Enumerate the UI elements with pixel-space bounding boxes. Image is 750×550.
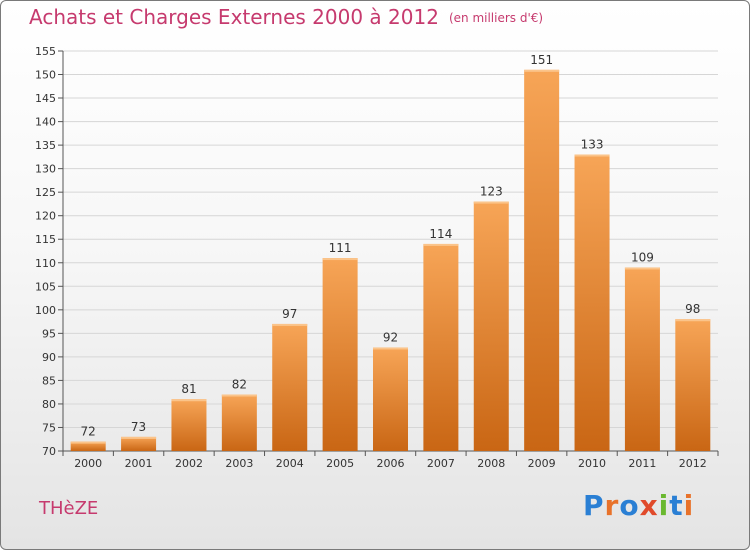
logo-letter: r (604, 489, 620, 522)
data-label: 98 (685, 302, 700, 316)
y-tick-label: 70 (42, 445, 56, 458)
logo-letter: i (683, 489, 695, 522)
data-label: 72 (81, 425, 96, 439)
bar-2003 (221, 394, 257, 451)
logo-letter: P (583, 489, 605, 522)
bar-cap (624, 267, 660, 270)
data-label: 92 (383, 330, 398, 344)
y-tick-label: 90 (42, 351, 56, 364)
data-label: 97 (282, 307, 297, 321)
bars: 72 73 81 82 97 111 92 114 123 151 133 109 98 (70, 53, 711, 451)
commune-name: THèZE (39, 498, 99, 519)
x-tick-label: 2005 (326, 457, 354, 470)
x-tick-label: 2003 (225, 457, 253, 470)
bar-2009 (524, 69, 560, 451)
data-label: 114 (429, 227, 452, 241)
data-label: 151 (530, 53, 553, 67)
bar-cap (171, 399, 207, 402)
logo-letter: o (619, 489, 640, 522)
bar-cap (221, 394, 257, 397)
chart-title: Achats et Charges Externes 2000 à 2012 (e… (29, 5, 543, 29)
bar-2000 (70, 441, 106, 451)
y-tick-label: 75 (42, 421, 56, 434)
x-tick-label: 2012 (679, 457, 707, 470)
y-tick-label: 120 (35, 210, 56, 223)
logo-letter: i (658, 489, 670, 522)
x-tick-label: 2002 (175, 457, 203, 470)
data-label: 81 (181, 382, 196, 396)
title-unit: (en milliers d'€) (448, 11, 544, 25)
y-tick-label: 100 (35, 304, 56, 317)
bar-cap (121, 436, 157, 439)
bar-2001 (121, 436, 157, 451)
y-tick-label: 80 (42, 398, 56, 411)
data-label: 73 (131, 420, 146, 434)
bar-cap (574, 154, 610, 157)
x-tick-label: 2001 (125, 457, 153, 470)
bar-2002 (171, 399, 207, 451)
bar-2010 (574, 154, 610, 451)
bar-2005 (322, 258, 358, 451)
logo-letter: x (639, 489, 659, 522)
bar-2012 (675, 319, 711, 451)
bar-2008 (473, 201, 509, 451)
bar-cap (675, 319, 711, 322)
y-tick-label: 150 (35, 69, 56, 82)
x-tick-label: 2007 (427, 457, 455, 470)
x-tick-label: 2006 (377, 457, 405, 470)
x-tick-label: 2010 (578, 457, 606, 470)
data-label: 109 (631, 250, 654, 264)
y-tick-label: 140 (35, 116, 56, 129)
y-tick-label: 95 (42, 327, 56, 340)
data-label: 123 (480, 185, 503, 199)
bar-2006 (373, 347, 408, 451)
bar-cap (473, 201, 509, 204)
y-tick-label: 135 (35, 139, 56, 152)
x-tick-label: 2008 (477, 457, 505, 470)
bar-cap (272, 323, 308, 326)
bar-2011 (624, 267, 660, 451)
y-tick-label: 155 (35, 45, 56, 58)
bar-cap (70, 441, 106, 444)
y-tick-label: 130 (35, 163, 56, 176)
logo-letter: t (669, 489, 684, 522)
y-tick-label: 105 (35, 280, 56, 293)
bar-cap (373, 347, 408, 350)
bar-cap (322, 258, 358, 261)
data-label: 133 (581, 138, 604, 152)
y-tick-label: 125 (35, 186, 56, 199)
bar-cap (423, 243, 459, 246)
x-tick-label: 2004 (276, 457, 304, 470)
y-tick-label: 110 (35, 257, 56, 270)
bar-2004 (272, 323, 308, 451)
y-tick-label: 145 (35, 92, 56, 105)
x-tick-label: 2011 (628, 457, 656, 470)
x-tick-label: 2009 (528, 457, 556, 470)
title-text: Achats et Charges Externes 2000 à 2012 (29, 5, 439, 29)
bar-cap (524, 69, 560, 72)
bar-2007 (423, 243, 459, 451)
y-tick-label: 85 (42, 374, 56, 387)
x-tick-label: 2000 (74, 457, 102, 470)
proxiti-logo: Proxiti (583, 489, 694, 522)
data-label: 82 (232, 378, 247, 392)
data-label: 111 (329, 241, 352, 255)
y-tick-label: 115 (35, 233, 56, 246)
